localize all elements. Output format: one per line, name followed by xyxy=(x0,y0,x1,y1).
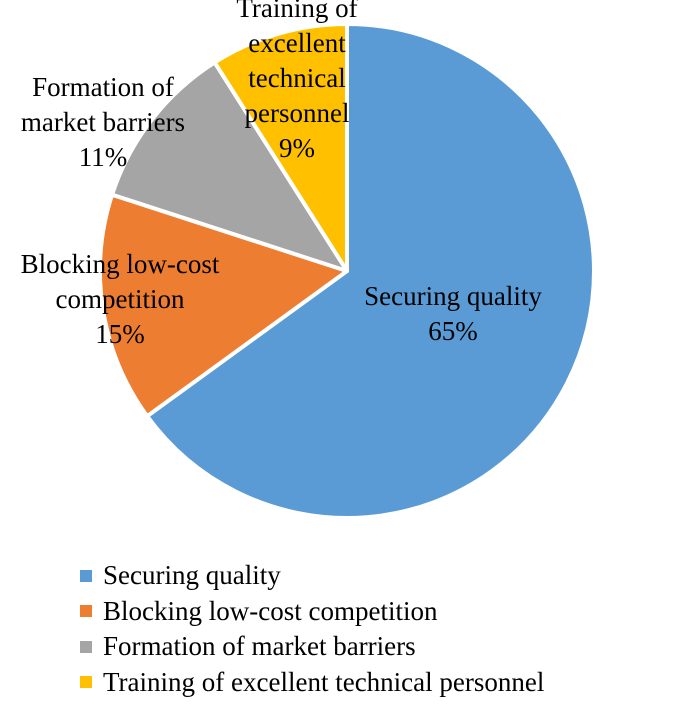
pie-slice-securing-quality xyxy=(145,22,596,520)
legend-item-training-of-excellent-technical-personnel: Training of excellent technical personne… xyxy=(80,665,544,701)
data-label-line: Formation of xyxy=(32,72,174,102)
data-label-line: excellent xyxy=(248,28,346,58)
legend-item-formation-of-market-barriers: Formation of market barriers xyxy=(80,629,544,665)
data-label-blocking-low-cost-competition: Blocking low-cost competition 15% xyxy=(21,249,220,349)
legend-item-blocking-low-cost-competition: Blocking low-cost competition xyxy=(80,594,544,630)
data-label-line: Training of xyxy=(236,0,357,23)
legend-label-securing-quality: Securing quality xyxy=(103,560,281,591)
data-label-value: 65% xyxy=(428,316,478,346)
pie-slice-training-of-excellent-technical-personnel xyxy=(212,22,349,273)
data-label-line: technical xyxy=(248,63,345,93)
data-label-value: 11% xyxy=(79,142,128,172)
legend-label-blocking-low-cost-competition: Blocking low-cost competition xyxy=(103,595,438,626)
legend-swatch-formation-of-market-barriers xyxy=(80,640,92,653)
chart-legend: Securing quality Blocking low-cost compe… xyxy=(80,558,544,700)
data-label-formation-of-market-barriers: Formation of market barriers 11% xyxy=(21,72,185,172)
data-label-line: personnel xyxy=(245,98,350,128)
pie-chart: Securing quality 65% Blocking low-cost comp… xyxy=(21,0,596,520)
pie-slice-blocking-low-cost-competition xyxy=(98,192,349,419)
data-label-training-of-excellent-technical-personnel: Training of excellent technical personnel 9% xyxy=(236,0,357,163)
data-label-line: market barriers xyxy=(21,107,185,137)
pie-slice-formation-of-market-barriers xyxy=(110,60,349,273)
legend-item-securing-quality: Securing quality xyxy=(80,558,544,594)
data-label-line: Blocking low-cost xyxy=(21,249,220,279)
legend-swatch-securing-quality xyxy=(80,569,92,582)
legend-label-formation-of-market-barriers: Formation of market barriers xyxy=(103,631,416,662)
data-label-value: 9% xyxy=(279,133,315,163)
legend-swatch-blocking-low-cost-competition xyxy=(80,605,92,618)
data-label-securing-quality: Securing quality 65% xyxy=(364,281,542,346)
legend-label-training-of-excellent-technical-personnel: Training of excellent technical personne… xyxy=(103,666,545,697)
legend-swatch-training-of-excellent-technical-personnel xyxy=(80,676,92,689)
data-label-line: Securing quality xyxy=(364,281,542,311)
data-label-line: competition xyxy=(56,284,185,314)
data-label-value: 15% xyxy=(95,319,145,349)
